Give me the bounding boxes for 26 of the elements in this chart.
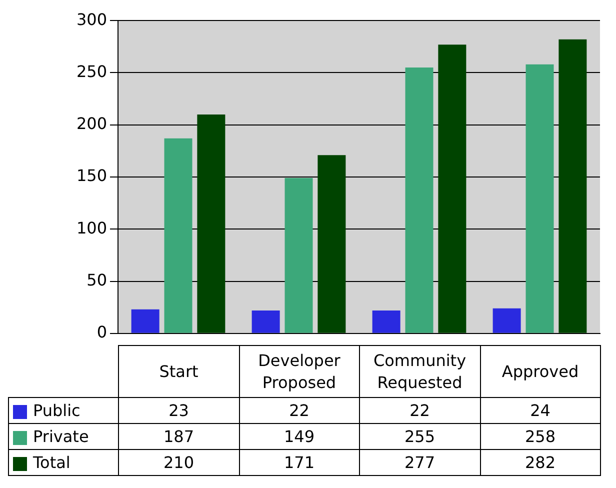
data-label: 277	[360, 450, 480, 476]
y-tick-label: 150	[76, 166, 107, 186]
data-label: 22	[360, 398, 480, 424]
legend-label: Total	[33, 453, 70, 472]
data-label: 149	[239, 424, 360, 450]
data-label: 171	[239, 450, 360, 476]
x-tick-label: Start	[159, 362, 198, 380]
legend-label: Private	[33, 427, 89, 446]
x-tick-label: Community Requested	[373, 350, 466, 392]
data-label: 22	[239, 398, 360, 424]
y-tick-label: 200	[76, 114, 107, 134]
data-label: 23	[118, 398, 239, 424]
data-label: 187	[118, 424, 239, 450]
x-tick-label: Approved	[502, 362, 579, 380]
data-label: 258	[480, 424, 600, 450]
y-tick-label: 300	[76, 10, 107, 29]
data-label: 210	[118, 450, 239, 476]
data-label: 282	[480, 450, 600, 476]
data-label: 255	[360, 424, 480, 450]
y-tick-label: 50	[86, 270, 107, 290]
x-tick-label: Developer Proposed	[258, 350, 340, 392]
legend-label: Public	[33, 401, 80, 420]
y-tick-label: 0	[96, 322, 107, 342]
y-tick-label: 100	[76, 218, 107, 238]
y-tick-label: 250	[76, 62, 107, 81]
data-label: 24	[480, 398, 600, 424]
